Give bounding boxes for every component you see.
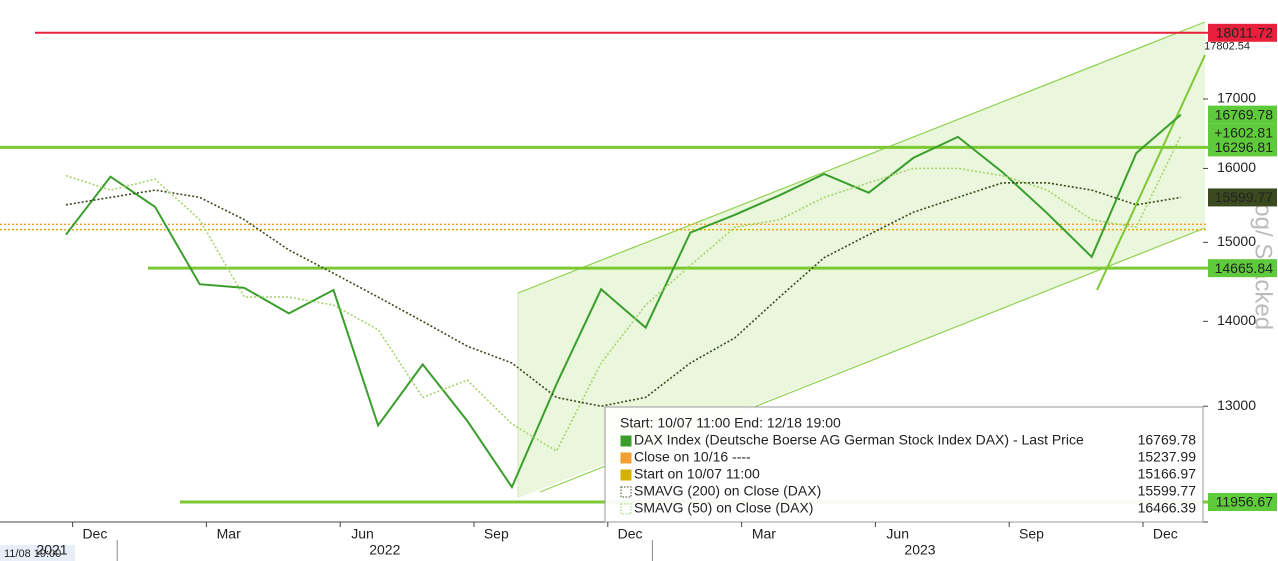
x-tick-label: Mar <box>217 526 241 542</box>
trend-channel <box>518 22 1205 498</box>
upper-channel-value: 17802.54 <box>1204 41 1250 53</box>
sma-line <box>65 135 1182 453</box>
y-tick-label: 13000 <box>1217 397 1256 413</box>
x-tick-label: Jun <box>886 526 909 542</box>
legend-swatch <box>620 503 632 515</box>
legend-label: Start on 10/07 11:00 <box>634 466 760 482</box>
sma200-value: 15599.77 <box>1215 189 1274 205</box>
last-price: 16769.78 <box>1215 106 1274 122</box>
legend-value: 15599.77 <box>1138 483 1197 499</box>
y-tick-label: 15000 <box>1217 233 1256 249</box>
legend-label: SMAVG (200) on Close (DAX) <box>634 483 821 499</box>
level-value-box <box>1208 23 1277 42</box>
trend-line <box>1096 54 1206 291</box>
channel-upper <box>517 21 1206 294</box>
level-value-box <box>1208 138 1277 157</box>
change-label: +1602.81 <box>1214 124 1273 140</box>
legend-value: 15166.97 <box>1138 466 1197 482</box>
x-tick-label: Mar <box>752 526 776 542</box>
level-value-box <box>1208 493 1277 512</box>
year-label: 2022 <box>369 542 400 558</box>
legend-swatch <box>620 469 632 481</box>
level-value-box <box>1208 259 1277 278</box>
legend-value: 16466.39 <box>1138 500 1197 516</box>
level-value: 18011.72 <box>1216 25 1274 41</box>
legend-swatch <box>620 435 632 447</box>
x-tick-label: Sep <box>484 526 509 542</box>
sma200-value-box <box>1208 188 1277 207</box>
last-price-box <box>1208 105 1277 124</box>
year-label: 2021 <box>36 542 67 558</box>
x-tick-label: Dec <box>618 526 643 542</box>
year-label: 2023 <box>904 542 935 558</box>
start-label: 11/08 19:00 <box>4 548 61 560</box>
level-value: 14665.84 <box>1215 260 1274 276</box>
x-tick-label: Dec <box>82 526 107 542</box>
y-tick-label: 14000 <box>1217 312 1256 328</box>
legend-label: Close on 10/16 ---- <box>634 449 751 465</box>
start-label-box <box>0 545 75 561</box>
level-value: 11956.67 <box>1216 494 1274 510</box>
legend-swatch <box>620 486 632 498</box>
legend-label: DAX Index (Deutsche Boerse AG German Sto… <box>634 432 1084 448</box>
legend-value: 15237.99 <box>1138 449 1197 465</box>
legend-box <box>604 406 1204 523</box>
y-tick-label: 17000 <box>1217 90 1256 106</box>
price-line <box>65 113 1182 490</box>
level-value: 16296.81 <box>1215 139 1274 155</box>
legend-label: SMAVG (50) on Close (DAX) <box>634 500 813 516</box>
x-tick-label: Dec <box>1153 526 1178 542</box>
legend-value: 16769.78 <box>1138 432 1197 448</box>
y-tick-label: 16000 <box>1217 159 1256 175</box>
legend-title: Start: 10/07 11:00 End: 12/18 19:00 <box>620 415 841 431</box>
x-tick-label: Jun <box>351 526 374 542</box>
x-tick-label: Sep <box>1019 526 1044 542</box>
change-box <box>1208 123 1277 142</box>
legend-swatch <box>620 452 632 464</box>
